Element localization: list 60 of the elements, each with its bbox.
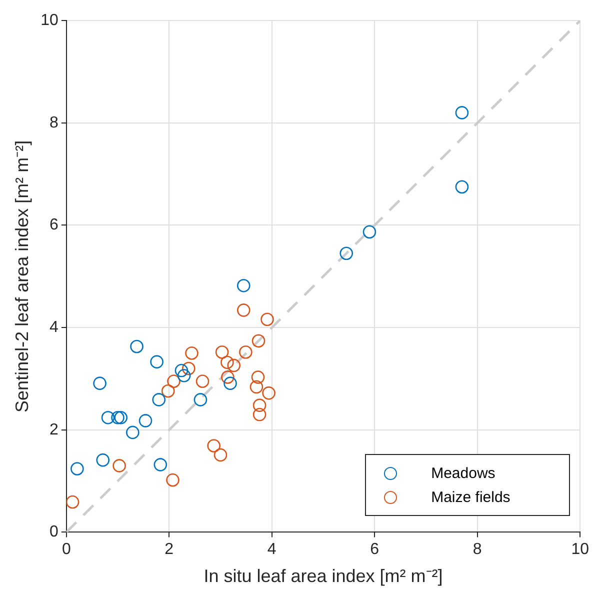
point xyxy=(101,410,115,424)
y-tick-label: 2 xyxy=(49,421,58,438)
point xyxy=(174,364,188,378)
point xyxy=(182,362,196,376)
point xyxy=(152,393,166,406)
y-tick-label: 8 xyxy=(49,114,58,132)
point xyxy=(239,345,252,359)
point xyxy=(214,448,228,462)
point xyxy=(455,106,469,120)
point xyxy=(251,370,265,384)
point xyxy=(130,340,144,354)
point xyxy=(138,414,152,428)
x-tick-label: 2 xyxy=(164,541,174,558)
point xyxy=(236,304,250,317)
y-tick-label: 4 xyxy=(49,318,58,336)
y-tick-label: 6 xyxy=(49,216,58,234)
point xyxy=(66,495,80,509)
point xyxy=(252,408,266,422)
x-tick-label: 4 xyxy=(267,541,276,558)
point xyxy=(252,398,266,412)
point xyxy=(70,462,84,476)
y-tick-label: 10 xyxy=(40,12,58,30)
y-tick-label: 0 xyxy=(49,524,58,541)
point xyxy=(150,355,164,368)
point xyxy=(224,376,237,390)
point xyxy=(220,356,234,369)
point xyxy=(93,376,106,390)
x-axis-title: In situ leaf area index [m² m⁻²] xyxy=(204,566,443,586)
point xyxy=(167,374,180,388)
legend-label: Maize fields xyxy=(431,488,510,506)
point xyxy=(260,312,274,326)
point xyxy=(362,225,376,239)
point xyxy=(96,453,110,467)
point xyxy=(236,278,250,292)
legend-label: Meadows xyxy=(431,464,496,482)
point xyxy=(111,410,124,424)
point xyxy=(227,358,241,372)
x-tick-label: 0 xyxy=(62,541,71,558)
point xyxy=(340,246,354,260)
x-tick-label: 8 xyxy=(472,541,482,558)
point xyxy=(154,458,168,472)
point xyxy=(207,439,220,452)
point xyxy=(112,459,126,472)
y-axis-title: Sentinel-2 leaf area index [m² m⁻²] xyxy=(12,140,32,412)
point xyxy=(455,180,469,194)
point xyxy=(250,380,264,394)
point xyxy=(161,384,175,398)
point xyxy=(196,374,210,388)
point xyxy=(114,410,128,424)
point xyxy=(221,370,234,384)
point xyxy=(166,473,180,487)
point xyxy=(215,345,229,359)
x-tick-label: 10 xyxy=(571,541,590,558)
point xyxy=(177,369,191,382)
point xyxy=(262,386,276,400)
point xyxy=(126,426,140,440)
point xyxy=(252,334,266,348)
point xyxy=(185,346,198,360)
point xyxy=(194,393,208,406)
x-tick-label: 6 xyxy=(370,541,380,558)
